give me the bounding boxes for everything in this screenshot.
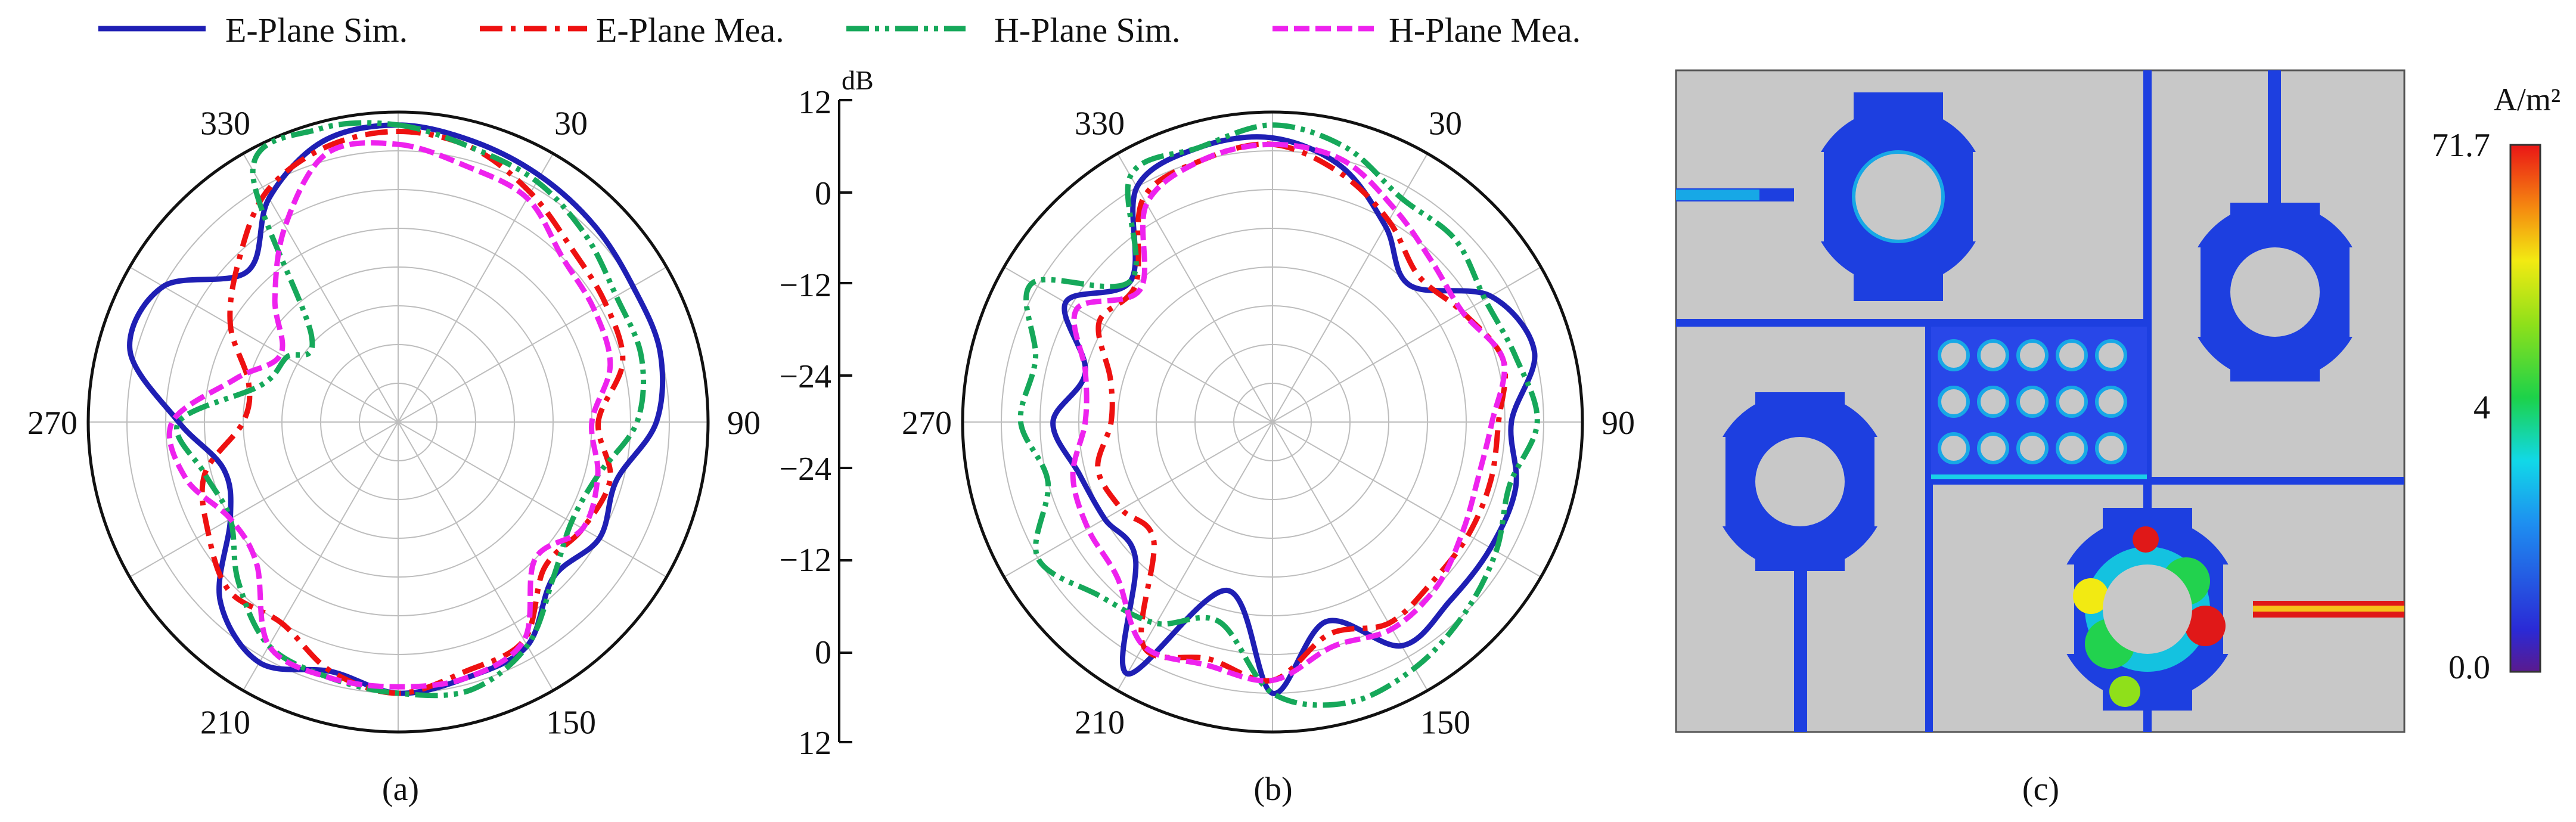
feed-line: [1794, 566, 1807, 732]
db-tick-0-top: 0: [815, 175, 831, 212]
db-tick-minus12-bottom: −12: [779, 542, 831, 579]
angle-label: 210: [1075, 704, 1125, 741]
panel-label-b: (b): [1253, 771, 1292, 808]
db-tick-0-bottom: 0: [815, 634, 831, 671]
grid-spoke: [1272, 266, 1541, 423]
angle-label: 270: [902, 405, 952, 442]
panel-label-c: (c): [2022, 771, 2059, 808]
angle-label: 30: [1429, 106, 1462, 142]
series-h-plane-mea: [166, 140, 613, 690]
angle-label: 330: [1075, 106, 1125, 142]
outer-ring: [961, 110, 1584, 734]
angle-label: 150: [546, 704, 596, 741]
colorbar-min: 0.0: [2448, 649, 2490, 686]
grid-spoke: [1117, 421, 1273, 691]
angle-label: 150: [1420, 704, 1470, 741]
legend-label-e-plane-mea: E-Plane Mea.: [596, 11, 784, 49]
feed-line: [1925, 322, 1933, 732]
angle-label: 90: [727, 405, 761, 442]
feed-line-hot-core: [2236, 606, 2404, 612]
angle-label: 330: [200, 106, 250, 142]
resonator-top-right: [2171, 203, 2379, 381]
colorbar-unit: A/m²: [2494, 82, 2561, 117]
current-distribution-panel: A/m² 71.7 4 0.0 (c): [1675, 69, 2561, 808]
polar-plot-a: 330 30 270 90 210 150: [27, 106, 761, 742]
colorbar-mid: 4: [2473, 389, 2490, 426]
db-tick-12-top: 12: [798, 84, 831, 121]
db-tick-12-bottom: 12: [798, 725, 831, 762]
colorbar: [2509, 144, 2541, 673]
grid-spoke: [1272, 421, 1428, 691]
series-e-plane-sim: [127, 122, 666, 696]
db-tick-minus12-top: −12: [779, 267, 831, 304]
grid-spoke: [1004, 266, 1273, 423]
angle-label: 270: [27, 405, 77, 442]
polar-plot-b: 330 30 270 90 210 150: [902, 106, 1635, 742]
colorbar-max: 71.7: [2432, 127, 2490, 164]
db-tick-minus24-bottom: −24: [779, 451, 831, 488]
grid-spoke: [1004, 421, 1273, 578]
outer-ring: [86, 110, 710, 734]
grid-spoke: [398, 421, 667, 578]
series-h-plane-sim: [174, 120, 647, 699]
series-h-plane-mea: [1070, 141, 1507, 684]
angle-label: 30: [554, 106, 588, 142]
series-h-plane-sim: [1017, 122, 1540, 708]
panel-label-a: (a): [382, 771, 419, 808]
db-tick-minus24-top: −24: [779, 358, 831, 395]
legend-label-h-plane-mea: H-Plane Mea.: [1389, 11, 1581, 49]
grid-spoke: [1272, 421, 1541, 578]
legend: E-Plane Sim. E-Plane Mea. H-Plane Sim. H…: [98, 11, 1581, 49]
grid-spoke: [243, 421, 399, 691]
angle-label: 90: [1602, 405, 1635, 442]
db-unit-label: dB: [842, 65, 874, 95]
resonator-bottom-right: [2044, 508, 2253, 711]
grid-spoke: [1272, 153, 1428, 423]
grid-spoke: [398, 266, 667, 423]
grid-spoke: [1117, 153, 1273, 423]
legend-label-h-plane-sim: H-Plane Sim.: [994, 11, 1181, 49]
feed-line: [2268, 70, 2281, 225]
series-e-plane-sim: [1050, 134, 1538, 696]
coupling-mesh: [1938, 339, 2127, 464]
grid-spoke: [129, 421, 399, 578]
legend-label-e-plane-sim: E-Plane Sim.: [225, 11, 408, 49]
resonator-bottom-left: [1696, 392, 1904, 571]
grid-spoke: [398, 421, 554, 691]
feed-line-current: [1931, 474, 2147, 479]
feed-line-current: [1676, 190, 1759, 200]
resonator-top-left: [1794, 92, 2003, 301]
grid-spoke: [129, 266, 399, 423]
db-scale: dB 12 0 −12 −24 −24 −12 0 12: [779, 65, 873, 762]
feed-line: [1676, 319, 2148, 327]
angle-label: 210: [200, 704, 250, 741]
